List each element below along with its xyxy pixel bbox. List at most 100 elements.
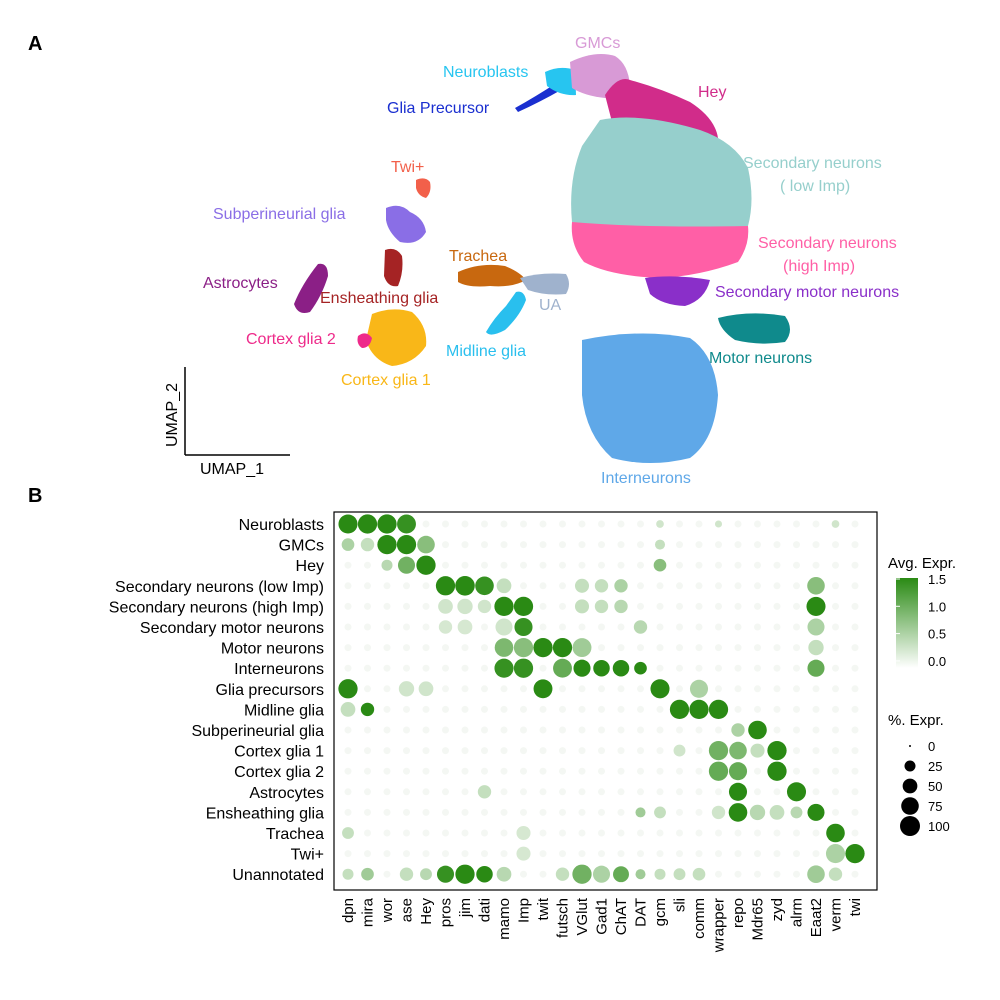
dot-empty: [442, 685, 449, 693]
umap-plot: GMCs Neuroblasts Glia Precursor Hey Seco…: [164, 35, 899, 487]
dot-empty: [676, 602, 683, 610]
cluster-blob-cortex-glia-1: [366, 309, 427, 366]
cluster-blob-subperineurial: [386, 205, 426, 243]
dot: [673, 744, 686, 757]
dot-empty: [812, 726, 820, 734]
dot-empty: [364, 808, 371, 816]
dot-empty: [715, 850, 722, 858]
dot-empty: [695, 726, 703, 734]
dot: [593, 659, 610, 677]
dot: [689, 699, 709, 720]
cluster-blob-ua: [520, 273, 569, 295]
dot: [552, 637, 573, 658]
dot-empty: [676, 644, 683, 652]
dot-empty: [559, 520, 566, 528]
dot-empty: [578, 726, 586, 734]
row-label: Glia precursors: [216, 682, 324, 699]
dot-empty: [793, 850, 800, 858]
dot: [654, 806, 666, 819]
color-legend: Avg. Expr. 1.5 1.0 0.5 0.0: [888, 555, 956, 669]
color-tick-label: 0.0: [928, 654, 946, 669]
dot-empty: [637, 705, 644, 713]
dot-empty: [520, 767, 527, 775]
dot-empty: [461, 726, 469, 734]
size-legend-label: 50: [928, 779, 942, 794]
dot: [594, 599, 609, 614]
dot-empty: [481, 850, 488, 858]
dot-empty: [617, 623, 625, 631]
dot-empty: [481, 623, 488, 631]
dot-empty: [812, 541, 820, 549]
dot-empty: [715, 561, 722, 569]
umap-label-secondary-high-imp-2: (high Imp): [783, 258, 855, 275]
dot-empty: [403, 767, 410, 775]
row-label: Secondary neurons (high Imp): [109, 599, 324, 616]
dot-empty: [715, 623, 722, 631]
dot-empty: [481, 541, 488, 549]
dot-empty: [422, 808, 430, 816]
dot-empty: [500, 726, 508, 734]
dot-empty: [676, 520, 683, 528]
dot-empty: [364, 664, 371, 672]
dot-empty: [793, 520, 800, 528]
dot: [807, 659, 825, 677]
dot: [574, 599, 590, 614]
dot-empty: [422, 602, 430, 610]
dot-empty: [851, 767, 859, 775]
dot-empty: [598, 767, 605, 775]
dot-empty: [578, 685, 586, 693]
dot-empty: [695, 788, 703, 796]
umap-label-cortex-glia-2: Cortex glia 2: [246, 331, 336, 348]
dot: [360, 537, 375, 552]
dot-empty: [500, 520, 508, 528]
dot-empty: [812, 747, 820, 755]
dot-empty: [383, 705, 391, 713]
dot-empty: [656, 829, 664, 837]
cluster-blob-cortex-glia-2: [357, 333, 372, 348]
dot-empty: [676, 582, 683, 590]
dot: [825, 844, 846, 864]
dot-empty: [422, 726, 430, 734]
dot-empty: [422, 520, 430, 528]
dot: [650, 679, 670, 699]
color-tick-label: 1.5: [928, 572, 946, 587]
dot-empty: [598, 541, 605, 549]
dot-empty: [734, 623, 742, 631]
dot: [555, 867, 570, 881]
dot-plot-frame: [333, 511, 878, 891]
dot-empty: [832, 602, 839, 610]
column-label: Imp: [516, 898, 533, 923]
dot: [808, 639, 824, 656]
dot-empty: [442, 664, 449, 672]
dot-empty: [598, 685, 605, 693]
dot: [514, 617, 533, 637]
dot-empty: [500, 747, 508, 755]
dot: [513, 637, 534, 658]
dot-empty: [539, 664, 547, 672]
dot-empty: [734, 602, 742, 610]
dot-empty: [442, 808, 449, 816]
dot-empty: [832, 644, 839, 652]
dot-empty: [539, 520, 547, 528]
cluster-blob-twi: [416, 178, 431, 198]
dot-empty: [461, 808, 469, 816]
dot-empty: [578, 561, 586, 569]
dot: [807, 865, 825, 883]
dot-empty: [403, 623, 410, 631]
dot-empty: [559, 829, 566, 837]
dot: [708, 761, 729, 781]
dot-empty: [442, 561, 449, 569]
dot: [342, 868, 354, 880]
dot-empty: [715, 788, 722, 796]
dot-empty: [617, 685, 625, 693]
row-label: Midline glia: [244, 702, 324, 719]
dot-empty: [344, 561, 352, 569]
dot-empty: [344, 602, 352, 610]
dot-empty: [695, 664, 703, 672]
size-legend-dot: [904, 760, 916, 772]
dot-empty: [403, 664, 410, 672]
dot: [397, 514, 416, 534]
dot-empty: [734, 582, 742, 590]
dot: [729, 741, 747, 760]
size-legend-title: %. Expr.: [888, 712, 944, 729]
